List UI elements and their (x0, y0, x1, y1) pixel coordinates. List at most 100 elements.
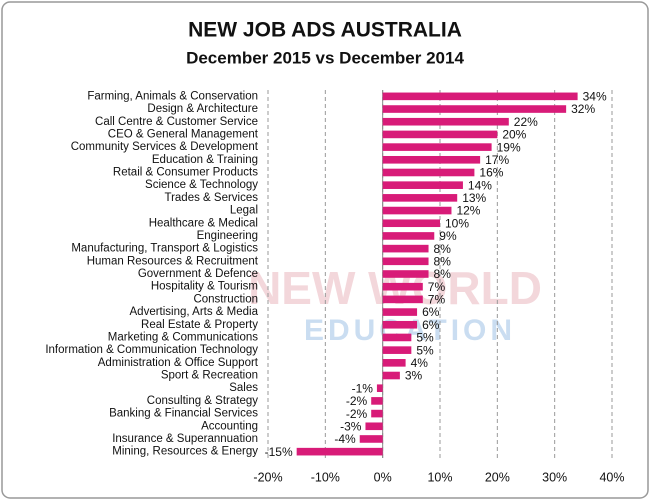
y-tick-label: CEO & General Management (108, 128, 259, 140)
data-label: 7% (428, 293, 446, 307)
y-tick-label: Engineering (197, 230, 258, 242)
bar (382, 168, 475, 177)
y-tick-label: Farming, Animals & Conservation (87, 90, 258, 102)
y-tick-label: Community Services & Development (71, 141, 259, 153)
y-tick-label: Mining, Resources & Energy (112, 446, 258, 458)
data-label: 20% (502, 128, 526, 142)
data-label: -4% (334, 432, 356, 446)
y-tick-label: Legal (230, 205, 258, 217)
x-tick-label: 30% (542, 470, 567, 484)
bar (382, 257, 429, 266)
bar (382, 308, 418, 316)
x-tick-label: -10% (311, 470, 340, 484)
data-label: 9% (439, 229, 457, 243)
bar (382, 270, 429, 278)
bar (382, 346, 412, 354)
bar (382, 117, 509, 126)
data-label: 34% (583, 90, 607, 104)
y-tick-label: Government & Defence (138, 268, 258, 280)
bar (382, 105, 567, 113)
data-label: 8% (434, 242, 452, 256)
data-label: 17% (485, 153, 509, 167)
bar (382, 219, 440, 228)
x-tick-label: 20% (485, 470, 510, 484)
y-tick-label: Human Resources & Recruitment (87, 255, 259, 267)
x-tick-label: 0% (374, 470, 392, 484)
data-label: 6% (422, 318, 440, 332)
data-label: 22% (514, 115, 538, 129)
data-label: 32% (571, 102, 595, 116)
y-tick-label: Marketing & Communications (108, 331, 258, 343)
y-tick-label: Construction (193, 293, 258, 305)
x-tick-label: -20% (253, 470, 282, 484)
y-tick-label: Sport & Recreation (161, 370, 258, 382)
y-tick-label: Administration & Office Support (98, 357, 259, 369)
bar (382, 371, 400, 380)
data-label: -3% (340, 419, 362, 433)
bar (382, 282, 423, 291)
y-tick-label: Consulting & Strategy (147, 395, 258, 407)
y-tick-label: Information & Communication Technology (45, 344, 258, 356)
x-tick-label: 40% (599, 470, 624, 484)
bar (382, 320, 418, 329)
data-label: 19% (497, 140, 521, 154)
data-label: 8% (434, 254, 452, 268)
bar (359, 435, 383, 443)
data-label: -1% (352, 381, 374, 395)
y-tick-label: Design & Architecture (147, 103, 258, 115)
y-tick-label: Accounting (201, 420, 258, 432)
data-label: -2% (346, 407, 368, 421)
data-label: 14% (468, 178, 492, 192)
bar (382, 244, 429, 253)
watermark: EDUCATION (304, 314, 516, 347)
y-tick-label: Science & Technology (145, 179, 258, 191)
y-tick-label: Retail & Consumer Products (113, 167, 258, 179)
y-tick-label: Sales (229, 382, 258, 394)
bar (382, 143, 492, 151)
bar (382, 295, 423, 304)
bar (382, 206, 452, 215)
chart-title: NEW JOB ADS AUSTRALIA (188, 19, 462, 42)
bar (365, 422, 383, 431)
y-tick-label: Insurance & Superannuation (112, 433, 258, 445)
data-label: 5% (416, 343, 434, 357)
data-label: -2% (346, 394, 368, 408)
y-tick-label: Advertising, Arts & Media (130, 306, 259, 318)
y-tick-label: Banking & Financial Services (109, 408, 258, 420)
data-label: 6% (422, 305, 440, 319)
data-label: 13% (462, 191, 486, 205)
data-label: 10% (445, 216, 469, 230)
bar (382, 155, 481, 164)
data-label: 8% (434, 267, 452, 281)
data-label: 12% (456, 204, 480, 218)
y-tick-label: Trades & Services (164, 192, 258, 204)
data-label: -15% (265, 445, 293, 459)
y-tick-label: Healthcare & Medical (149, 217, 258, 229)
data-label: 7% (428, 280, 446, 294)
bar (371, 397, 383, 405)
bar (382, 359, 406, 367)
bar (382, 181, 463, 189)
bar (296, 447, 383, 456)
x-tick-label: 10% (427, 470, 452, 484)
y-tick-label: Education & Training (152, 154, 258, 166)
data-label: 4% (411, 356, 429, 370)
y-tick-label: Hospitality & Tourism (151, 281, 258, 293)
y-tick-label: Manufacturing, Transport & Logistics (71, 243, 258, 255)
y-tick-label: Call Centre & Customer Service (95, 116, 258, 128)
bar (382, 232, 435, 240)
bar (371, 409, 383, 418)
bar (376, 384, 383, 393)
data-label: 16% (479, 166, 503, 180)
data-label: 3% (405, 369, 423, 383)
bar (382, 194, 458, 202)
bar (382, 333, 412, 342)
bar (382, 130, 498, 139)
data-label: 5% (416, 331, 434, 345)
y-tick-label: Real Estate & Property (141, 319, 258, 331)
chart-subtitle: December 2015 vs December 2014 (186, 48, 464, 67)
bar (382, 92, 578, 101)
